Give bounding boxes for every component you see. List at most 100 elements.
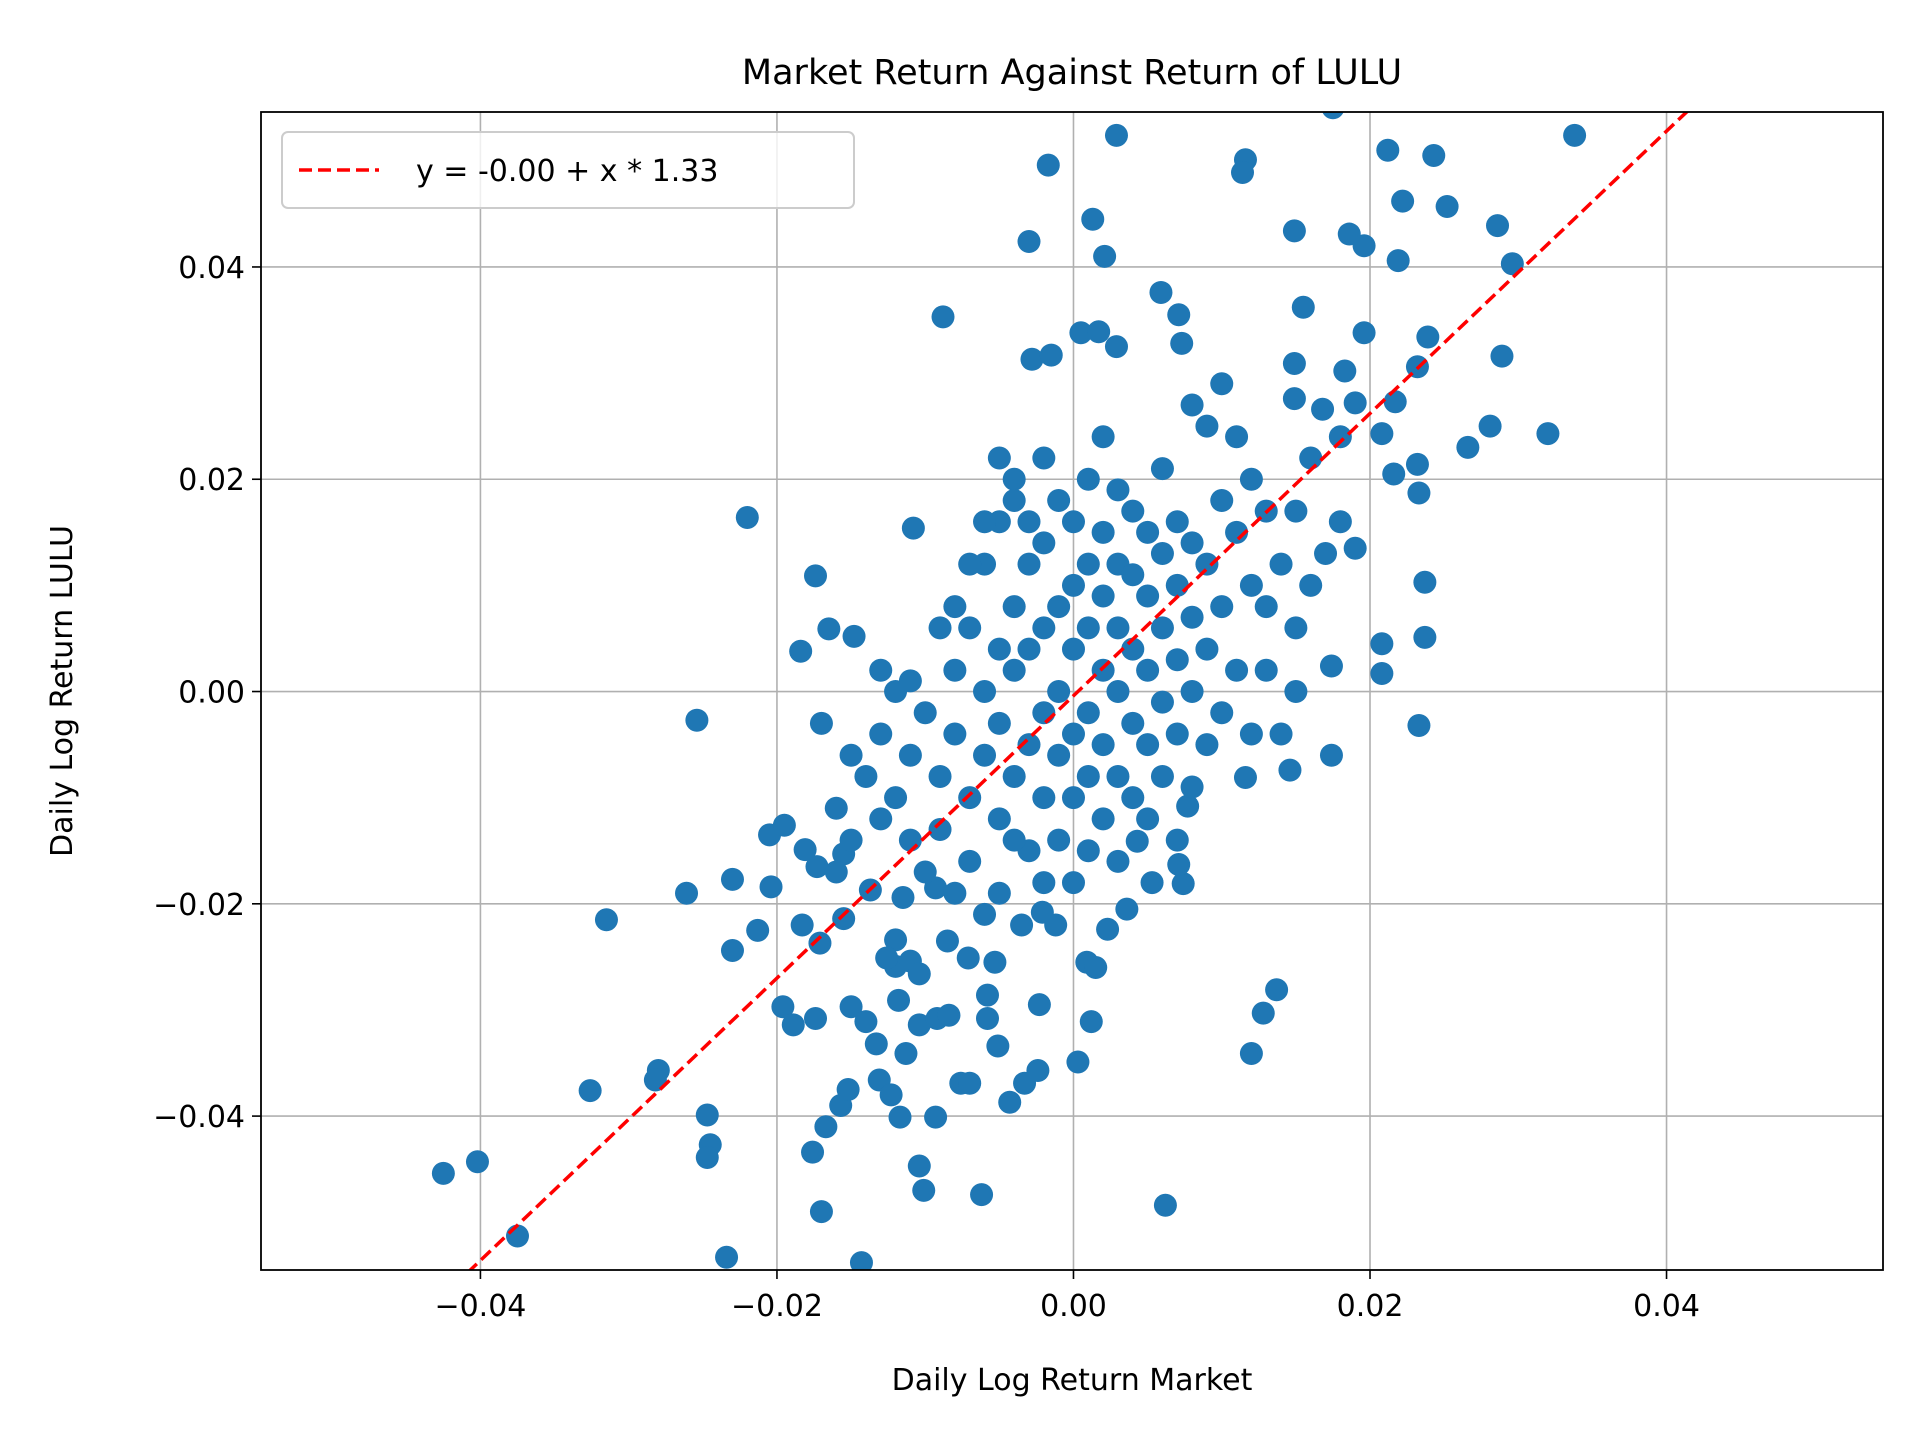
data-point bbox=[1407, 481, 1431, 505]
data-point bbox=[1017, 510, 1041, 534]
data-point bbox=[1106, 680, 1130, 704]
data-point bbox=[824, 860, 848, 884]
data-point bbox=[1328, 510, 1352, 534]
data-point bbox=[1180, 393, 1204, 417]
data-point bbox=[1096, 917, 1120, 941]
data-point bbox=[685, 708, 709, 732]
data-point bbox=[1291, 295, 1315, 319]
data-point bbox=[1231, 161, 1255, 185]
data-point bbox=[1352, 234, 1376, 258]
data-point bbox=[1032, 786, 1056, 810]
data-point bbox=[913, 701, 937, 725]
data-point bbox=[1136, 733, 1160, 757]
data-point bbox=[1106, 616, 1130, 640]
data-point bbox=[809, 1200, 833, 1224]
data-point bbox=[1370, 632, 1394, 656]
data-point bbox=[1026, 1058, 1050, 1082]
data-point bbox=[1435, 194, 1459, 218]
data-point bbox=[720, 867, 744, 891]
data-point bbox=[894, 1041, 918, 1065]
data-point bbox=[1061, 722, 1085, 746]
data-point bbox=[1136, 520, 1160, 544]
data-point bbox=[1180, 775, 1204, 799]
data-point bbox=[1180, 531, 1204, 555]
data-point bbox=[1225, 520, 1249, 544]
data-point bbox=[1195, 637, 1219, 661]
x-tick-label: 0.00 bbox=[1040, 1289, 1107, 1324]
data-point bbox=[1091, 520, 1115, 544]
data-point bbox=[1319, 743, 1343, 767]
data-point bbox=[1269, 552, 1293, 576]
data-point bbox=[1386, 249, 1410, 273]
data-point bbox=[1210, 488, 1234, 512]
data-point bbox=[793, 838, 817, 862]
data-point bbox=[1061, 637, 1085, 661]
data-point bbox=[808, 931, 832, 955]
data-point bbox=[817, 617, 841, 641]
data-point bbox=[1370, 661, 1394, 685]
data-point bbox=[759, 875, 783, 899]
data-point bbox=[1039, 343, 1063, 367]
data-point bbox=[1314, 542, 1338, 566]
data-point bbox=[1150, 616, 1174, 640]
data-point bbox=[1251, 1001, 1275, 1025]
x-axis-ticks: −0.04 −0.02 0.00 0.02 0.04 bbox=[434, 1270, 1700, 1324]
data-point bbox=[720, 939, 744, 963]
data-point bbox=[1343, 536, 1367, 560]
data-point bbox=[839, 828, 863, 852]
x-axis-label: Daily Log Return Market bbox=[892, 1363, 1253, 1398]
data-point bbox=[958, 1071, 982, 1095]
data-point bbox=[1254, 658, 1278, 682]
data-point bbox=[1269, 722, 1293, 746]
data-point bbox=[935, 929, 959, 953]
data-point bbox=[1167, 303, 1191, 327]
data-point bbox=[956, 946, 980, 970]
data-point bbox=[801, 1140, 825, 1164]
data-point bbox=[898, 669, 922, 693]
data-point bbox=[771, 995, 795, 1019]
data-point bbox=[998, 1090, 1022, 1114]
y-tick-label: 0.02 bbox=[178, 463, 245, 498]
data-point bbox=[1002, 828, 1026, 852]
data-point bbox=[1352, 321, 1376, 345]
data-point bbox=[1047, 595, 1071, 619]
data-point bbox=[1284, 616, 1308, 640]
data-point bbox=[814, 1115, 838, 1139]
data-point bbox=[1416, 325, 1440, 349]
data-point bbox=[1010, 913, 1034, 937]
data-point bbox=[1002, 467, 1026, 491]
data-point bbox=[1136, 658, 1160, 682]
data-point bbox=[1150, 764, 1174, 788]
data-point bbox=[973, 680, 997, 704]
data-point bbox=[1002, 764, 1026, 788]
data-point bbox=[1490, 344, 1514, 368]
data-point bbox=[1047, 828, 1071, 852]
data-point bbox=[1165, 573, 1189, 597]
data-point bbox=[842, 624, 866, 648]
data-point bbox=[1002, 595, 1026, 619]
data-point bbox=[973, 510, 997, 534]
data-point bbox=[1027, 993, 1051, 1017]
data-point bbox=[884, 928, 908, 952]
data-point bbox=[879, 1083, 903, 1107]
data-point bbox=[1282, 387, 1306, 411]
data-point bbox=[888, 1105, 912, 1129]
data-point bbox=[887, 988, 911, 1012]
data-point bbox=[1282, 352, 1306, 376]
data-point bbox=[1017, 552, 1041, 576]
data-point bbox=[1104, 335, 1128, 359]
data-point bbox=[931, 305, 955, 329]
data-point bbox=[1376, 138, 1400, 162]
data-point bbox=[1405, 452, 1429, 476]
data-point bbox=[1278, 758, 1302, 782]
data-point bbox=[907, 962, 931, 986]
x-tick-label: 0.04 bbox=[1633, 1289, 1700, 1324]
x-tick-label: −0.04 bbox=[434, 1289, 526, 1324]
data-point bbox=[975, 983, 999, 1007]
data-point bbox=[1150, 457, 1174, 481]
data-point bbox=[1478, 414, 1502, 438]
data-point bbox=[1322, 112, 1344, 120]
data-point bbox=[901, 516, 925, 540]
x-tick-label: 0.02 bbox=[1337, 1289, 1404, 1324]
data-point bbox=[875, 946, 899, 970]
